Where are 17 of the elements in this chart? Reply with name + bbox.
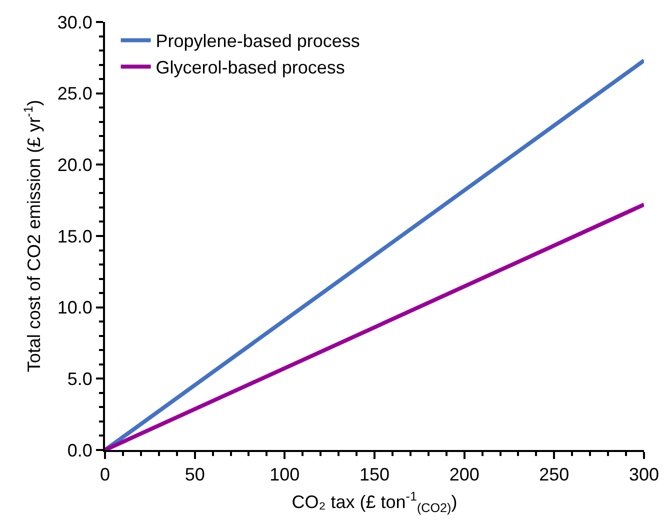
x-tick-label: 0 bbox=[100, 464, 110, 485]
y-tick-label: 15.0 bbox=[57, 226, 92, 246]
x-tick-label: 50 bbox=[184, 464, 205, 485]
y-tick-label: 10.0 bbox=[57, 298, 92, 318]
x-tick-label: 300 bbox=[628, 464, 660, 485]
y-tick-label: 5.0 bbox=[67, 368, 92, 389]
y-tick-label: 30.0 bbox=[57, 12, 92, 32]
x-tick-label: 200 bbox=[449, 464, 480, 485]
legend-label: Propylene-based process bbox=[156, 31, 360, 52]
y-tick-label: 0.0 bbox=[67, 440, 92, 460]
y-tick-label: 25.0 bbox=[57, 84, 92, 104]
x-tick-label: 250 bbox=[539, 464, 570, 485]
x-tick-label: 100 bbox=[270, 464, 300, 485]
y-tick-label: 20.0 bbox=[57, 154, 92, 175]
legend-label: Glycerol-based process bbox=[156, 58, 345, 78]
x-tick-label: 150 bbox=[359, 464, 390, 485]
x-axis-title: CO₂ tax (£ ton$^{-1}$$_{(CO2)}$) bbox=[292, 490, 458, 515]
